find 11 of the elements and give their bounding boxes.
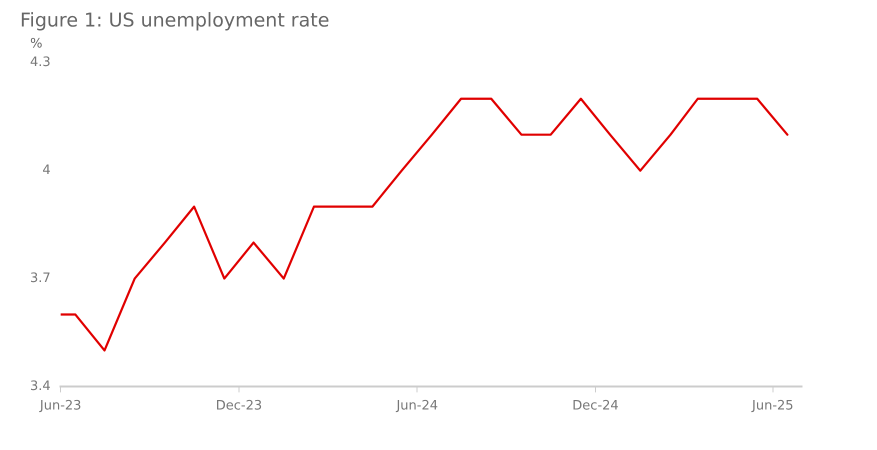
x-tick-label: Jun-25 [751, 398, 794, 414]
chart-title: Figure 1: US unemployment rate [20, 9, 330, 32]
x-tick-label: Dec-24 [572, 398, 619, 414]
x-tick-label: Jun-23 [38, 398, 82, 414]
x-tick-label: Jun-24 [395, 398, 438, 414]
y-tick-label: 3.7 [30, 270, 51, 286]
y-axis-title: % [30, 36, 43, 52]
y-tick-label: 4 [42, 163, 51, 178]
y-tick-label: 3.4 [30, 378, 51, 394]
x-tick-label: Dec-23 [216, 398, 262, 414]
y-tick-label: 4.3 [30, 55, 51, 70]
